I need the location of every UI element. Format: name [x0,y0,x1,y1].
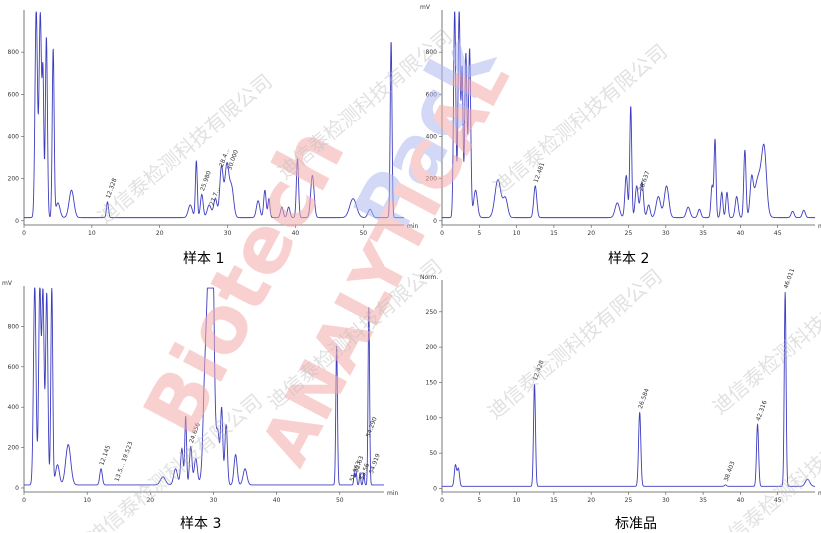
y-tick-label: 0 [433,485,437,492]
peak-label: 12.481 [533,161,547,183]
y-tick-label: 50 [429,450,437,457]
x-tick-label: 40 [737,230,745,237]
chart-caption: 样本 3 [180,513,221,533]
x-tick-label: 15 [550,497,558,504]
peak-label: 42.316 [755,400,769,422]
y-tick-label: 200 [426,344,438,351]
peak-label: 24.656 [188,422,202,444]
x-tick-label: 50 [336,497,344,504]
peak-label: 38.403 [723,460,737,482]
x-tick-label: 50 [359,230,367,237]
x-unit-label: min [387,490,399,497]
x-tick-label: 0 [440,230,444,237]
y-tick-label: 600 [426,91,438,98]
x-tick-label: 10 [513,230,521,237]
x-tick-label: 40 [273,497,281,504]
y-tick-label: 0 [433,218,437,225]
x-tick-label: 0 [22,230,26,237]
x-tick-label: 30 [662,230,670,237]
x-tick-label: 20 [146,497,154,504]
x-tick-label: 45 [774,230,782,237]
y-tick-label: 400 [426,133,438,140]
x-tick-label: 5 [477,230,481,237]
chart-caption: 样本 2 [608,248,649,268]
chromatogram-trace [442,292,815,486]
peak-label: 12.145 [98,444,112,466]
x-tick-label: 40 [292,230,300,237]
chromatogram-trace [442,12,815,218]
y-tick-label: 200 [8,445,20,452]
x-tick-label: 30 [662,497,670,504]
y-unit-label: mV [420,4,431,11]
x-tick-label: 5 [477,497,481,504]
y-tick-label: 600 [8,364,20,371]
y-tick-label: 800 [8,323,20,330]
chart-svg: mVmin020040060080005101520253035404512.4… [410,0,821,245]
x-tick-label: 45 [774,497,782,504]
y-tick-label: 150 [426,379,438,386]
chart-caption: 标准品 [615,513,657,533]
peak-label: 12.428 [532,359,546,381]
y-tick-label: 800 [8,49,20,56]
x-tick-label: 20 [587,230,595,237]
x-tick-label: 10 [83,497,91,504]
x-tick-label: 0 [22,497,26,504]
y-tick-label: 200 [426,176,438,183]
x-tick-label: 10 [88,230,96,237]
x-tick-label: 20 [156,230,164,237]
x-tick-label: 35 [699,230,707,237]
x-tick-label: 20 [587,497,595,504]
x-tick-label: 10 [513,497,521,504]
y-tick-label: 400 [8,133,20,140]
y-unit-label: Norm. [420,274,438,281]
x-tick-label: 40 [737,497,745,504]
x-tick-label: 25 [625,230,633,237]
y-tick-label: 0 [15,218,19,225]
x-tick-label: 15 [550,230,558,237]
y-tick-label: 600 [8,91,20,98]
chromatogram-trace [24,288,384,485]
peak-label: 25.980 [199,170,213,192]
chromatogram-sample-2: mVmin020040060080005101520253035404512.4… [410,0,821,268]
x-tick-label: 0 [440,497,444,504]
y-tick-label: 200 [8,176,20,183]
x-tick-label: 30 [224,230,232,237]
chart-svg: Norm.min05010015020025005101520253035404… [410,268,821,512]
y-tick-label: 800 [426,49,438,56]
x-tick-label: 25 [625,497,633,504]
y-tick-label: 400 [8,404,20,411]
peak-label: 26.584 [637,387,651,409]
x-tick-label: 35 [699,497,707,504]
peak-label: 12.328 [105,177,119,199]
y-tick-label: 100 [426,415,438,422]
chromatogram-standard: Norm.min05010015020025005101520253035404… [410,268,821,532]
peak-label: 46.011 [783,267,797,289]
peak-label: 13.5... 19.523 [114,441,135,483]
peak-label: 27.7... [209,186,222,206]
y-tick-label: 0 [15,485,19,492]
peak-label: 54.290 [365,416,379,438]
y-tick-label: 250 [426,309,438,316]
x-tick-label: 30 [210,497,218,504]
y-unit-label: mV [2,280,13,287]
chart-caption: 样本 1 [183,248,224,268]
peak-label: 26.637 [638,170,652,192]
